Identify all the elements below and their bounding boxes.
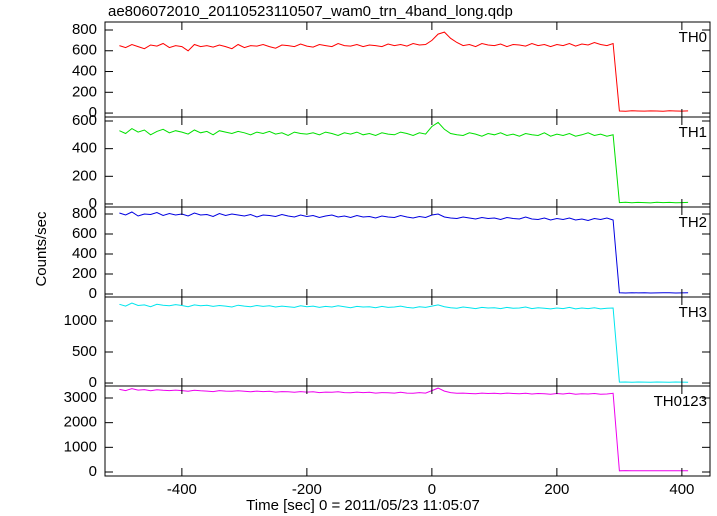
y-tick-label: 200 <box>72 83 97 100</box>
x-axis-label: Time [sec] 0 = 2011/05/23 11:05:07 <box>246 497 480 514</box>
y-tick-label: 3000 <box>64 389 97 406</box>
data-line <box>119 31 689 112</box>
panel-label: TH3 <box>679 304 707 321</box>
x-tick-label: 0 <box>428 481 436 498</box>
y-tick-label: 800 <box>72 205 97 222</box>
y-tick-label: 400 <box>72 62 97 79</box>
x-tick-label: 200 <box>544 481 569 498</box>
panel-frame <box>104 385 711 477</box>
panel-label: TH2 <box>679 214 707 231</box>
y-tick-label: 200 <box>72 167 97 184</box>
data-line <box>119 211 689 294</box>
panel-frame <box>104 206 711 298</box>
y-tick-label: 1000 <box>64 312 97 329</box>
y-tick-label: 600 <box>72 42 97 59</box>
panel-label: TH0123 <box>654 393 707 410</box>
y-tick-label: 200 <box>72 265 97 282</box>
y-tick-label: 0 <box>89 104 97 121</box>
x-tick-label: -200 <box>292 481 322 498</box>
data-line <box>119 121 689 204</box>
y-axis-label: Counts/sec <box>33 211 50 287</box>
y-tick-label: 400 <box>72 245 97 262</box>
y-tick-label: 800 <box>72 21 97 38</box>
y-tick-label: 0 <box>89 463 97 480</box>
y-tick-label: 600 <box>72 225 97 242</box>
x-tick-label: 400 <box>669 481 694 498</box>
data-line <box>119 387 689 472</box>
panel-frame <box>104 296 711 387</box>
y-tick-label: 0 <box>89 195 97 212</box>
y-tick-label: 400 <box>72 140 97 157</box>
panel-frame <box>104 21 711 118</box>
y-tick-label: 0 <box>89 374 97 391</box>
y-tick-label: 600 <box>72 112 97 129</box>
y-tick-label: 500 <box>72 343 97 360</box>
panel-label: TH0 <box>679 29 707 46</box>
chart-title: ae806072010_20110523110507_wam0_trn_4ban… <box>108 3 513 20</box>
y-tick-label: 0 <box>89 285 97 302</box>
y-tick-label: 1000 <box>64 438 97 455</box>
panel-label: TH1 <box>679 124 707 141</box>
data-line <box>119 302 689 383</box>
x-tick-label: -400 <box>167 481 197 498</box>
y-tick-label: 2000 <box>64 414 97 431</box>
